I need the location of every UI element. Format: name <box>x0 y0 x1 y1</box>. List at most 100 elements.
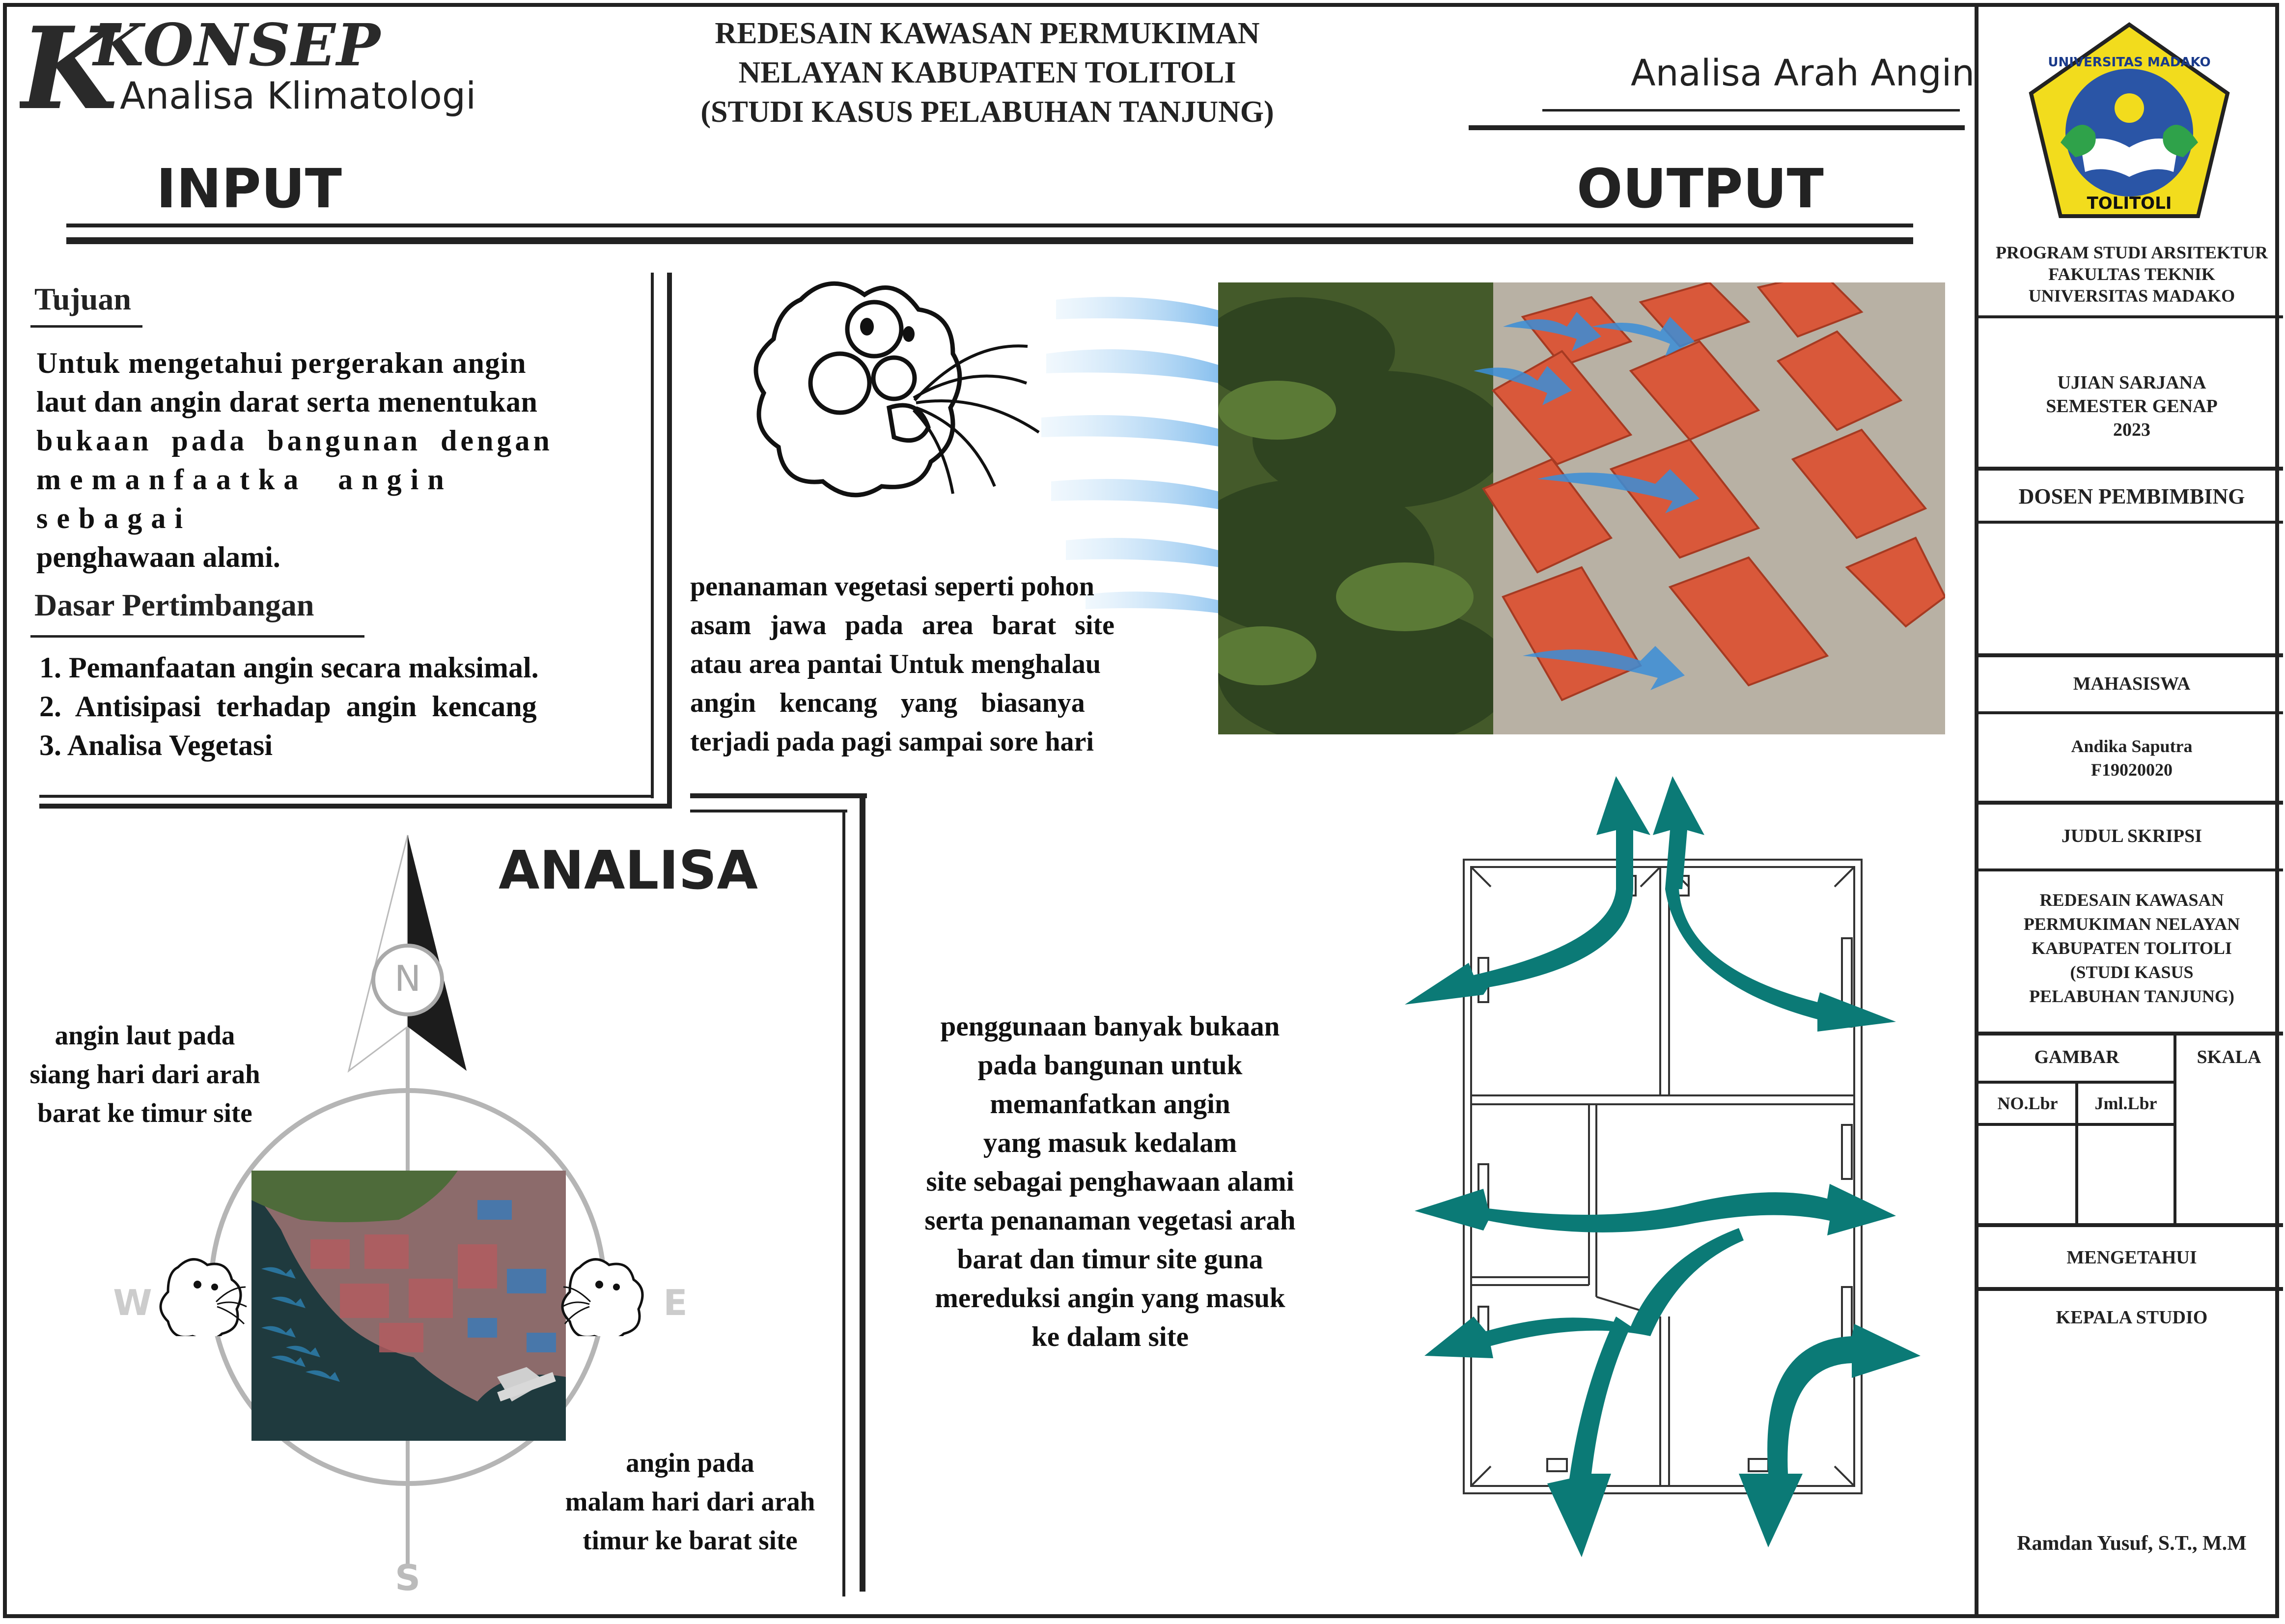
judul-line: REDESAIN KAWASAN <box>2039 890 2224 910</box>
analisa-note-line: angin laut pada <box>55 1020 235 1050</box>
output-heading: OUTPUT <box>1577 157 1824 220</box>
student-id: F19020020 <box>2091 760 2173 780</box>
output-note-line: asam jawa pada area barat site <box>690 610 1115 641</box>
analisa-note-line: timur ke barat site <box>583 1525 798 1555</box>
tujuan-line: penghawaan alami. <box>36 541 280 573</box>
student-info: Andika Saputra F19020020 <box>1979 734 2284 782</box>
exam-line: 2023 <box>2113 420 2150 440</box>
input-box-bottom-border <box>39 795 653 798</box>
project-title: REDESAIN KAWASAN PERMUKIMAN NELAYAN KABU… <box>609 14 1365 132</box>
tb-divider <box>1978 521 2283 524</box>
analisa-note-sea-wind: angin laut pada siang hari dari arah bar… <box>7 1016 282 1132</box>
student-name: Andika Saputra <box>2071 736 2193 756</box>
compass-west-label: W <box>113 1282 152 1323</box>
logo-arc-text: UNIVERSITAS MADAKO <box>2048 55 2210 70</box>
tb-divider <box>1978 1032 2283 1036</box>
input-box-right-border <box>651 273 654 798</box>
tujuan-heading: Tujuan <box>34 281 131 316</box>
dasar-item: 1. Pemanfaatan angin secara maksimal. <box>39 651 539 684</box>
mahasiswa-label: MAHASISWA <box>2073 673 2191 694</box>
judul-line: PERMUKIMAN NELAYAN <box>2023 914 2240 934</box>
output-note-line: penanaman vegetasi seperti pohon <box>690 571 1094 602</box>
judul-label: JUDUL SKRIPSI <box>2061 826 2202 846</box>
analisa-box-top-border <box>690 793 867 798</box>
program-line: UNIVERSITAS MADAKO <box>2028 286 2235 306</box>
wind-character-illustration <box>727 260 1071 535</box>
wind-character-small-west <box>158 1253 251 1341</box>
site-aerial-photo <box>251 1171 566 1441</box>
compass-diagram <box>113 830 648 1606</box>
compass-south-label: S <box>395 1557 420 1598</box>
dasar-heading: Dasar Pertimbangan <box>34 588 314 622</box>
exam-line: SEMESTER GENAP <box>2046 396 2218 417</box>
output-note-line: memanfatkan angin <box>990 1089 1230 1120</box>
analisa-box-right-border <box>842 811 845 1596</box>
title-block-left-border <box>1975 3 1978 1618</box>
dasar-item: 2. Antisipasi terhadap angin kencang <box>39 690 537 723</box>
input-box-bottom-border-thick <box>39 804 672 809</box>
kepala-studio-name: Ramdan Yusuf, S.T., M.M <box>2017 1532 2247 1555</box>
skala-label: SKALA <box>2197 1047 2261 1067</box>
analisa-box-top-border-thin <box>690 810 847 812</box>
concept-logo: K <box>17 2 462 135</box>
judul-line: (STUDI KASUS <box>2070 962 2194 982</box>
project-title-line: NELAYAN KABUPATEN TOLITOLI <box>738 56 1236 89</box>
program-info: PROGRAM STUDI ARSITEKTUR FAKULTAS TEKNIK… <box>1979 242 2284 307</box>
gambar-label: GAMBAR <box>2034 1047 2119 1067</box>
logo-bottom-text: TOLITOLI <box>2087 194 2172 213</box>
analisa-note-line: angin pada <box>626 1448 754 1478</box>
output-note-line: pada bangunan untuk <box>977 1050 1243 1081</box>
project-title-line: REDESAIN KAWASAN PERMUKIMAN <box>715 17 1260 50</box>
kepala-studio-label: KEPALA STUDIO <box>2056 1307 2208 1328</box>
tb-divider <box>1978 315 2283 318</box>
output-note-line: mereduksi angin yang masuk <box>935 1283 1285 1314</box>
output-note-line: atau area pantai Untuk menghalau <box>690 649 1101 679</box>
tb-divider <box>1978 868 2283 871</box>
exam-info: UJIAN SARJANA SEMESTER GENAP 2023 <box>1979 371 2284 442</box>
analisa-note-line: siang hari dari arah <box>29 1059 260 1089</box>
topic-title: Analisa Arah Angin <box>1631 52 1975 94</box>
tujuan-underline <box>30 325 142 328</box>
tujuan-line: Untuk mengetahui pergerakan angin <box>36 347 527 379</box>
output-note-line: barat dan timur site guna <box>957 1244 1263 1275</box>
tujuan-line: memanfaatka angin sebagai <box>36 463 453 534</box>
analisa-note-land-wind: angin pada malam hari dari arah timur ke… <box>540 1443 840 1560</box>
judul-line: PELABUHAN TANJUNG) <box>2029 986 2234 1006</box>
output-note-line: penggunaan banyak bukaan <box>940 1011 1280 1042</box>
tb-divider <box>1978 1287 2283 1291</box>
header-divider-thick <box>66 237 1913 244</box>
tujuan-line: laut dan angin darat serta menentukan <box>36 386 538 418</box>
output-note-vegetation: penanaman vegetasi seperti pohon asam ja… <box>690 567 1186 761</box>
tujuan-text: Untuk mengetahui pergerakan angin laut d… <box>36 344 596 577</box>
tb-divider <box>1978 467 2283 471</box>
tb-divider <box>1978 1123 2175 1126</box>
output-note-line: ke dalam site <box>1031 1321 1189 1352</box>
floor-plan-airflow-diagram <box>1385 776 1940 1582</box>
input-box-right-border-thick <box>667 273 672 808</box>
tujuan-line: bukaan pada bangunan dengan <box>36 424 553 457</box>
tb-divider <box>1978 801 2283 805</box>
analisa-note-line: barat ke timur site <box>37 1098 252 1128</box>
judul-text: REDESAIN KAWASAN PERMUKIMAN NELAYAN KABU… <box>1979 888 2284 1008</box>
exam-line: UJIAN SARJANA <box>2057 372 2206 393</box>
output-note-openings: penggunaan banyak bukaan pada bangunan u… <box>874 1007 1346 1356</box>
analisa-heading: ANALISA <box>499 840 758 901</box>
compass-east-label: E <box>663 1282 688 1323</box>
header-divider-thin <box>66 224 1913 227</box>
university-logo: UNIVERSITAS MADAKO TOLITOLI <box>2021 20 2237 226</box>
wind-streams-blue <box>1036 280 1390 663</box>
tb-divider <box>1978 1223 2283 1227</box>
concept-title: KONSEP <box>93 11 381 79</box>
input-heading: INPUT <box>156 157 342 220</box>
compass-north-label: N <box>394 958 421 999</box>
output-note-line: serta penanaman vegetasi arah <box>924 1205 1296 1236</box>
topic-underline <box>1542 109 1960 112</box>
dosen-label: DOSEN PEMBIMBING <box>2018 484 2245 508</box>
svg-text:K: K <box>20 10 122 128</box>
sheet-frame <box>3 3 2279 1618</box>
tb-divider <box>1978 711 2283 714</box>
tb-vertical-divider <box>2174 1034 2176 1225</box>
topic-underline-thick <box>1469 125 1965 130</box>
output-note-line: site sebagai penghawaan alami <box>926 1166 1294 1197</box>
no-lbr-label: NO.Lbr <box>1997 1093 2058 1113</box>
